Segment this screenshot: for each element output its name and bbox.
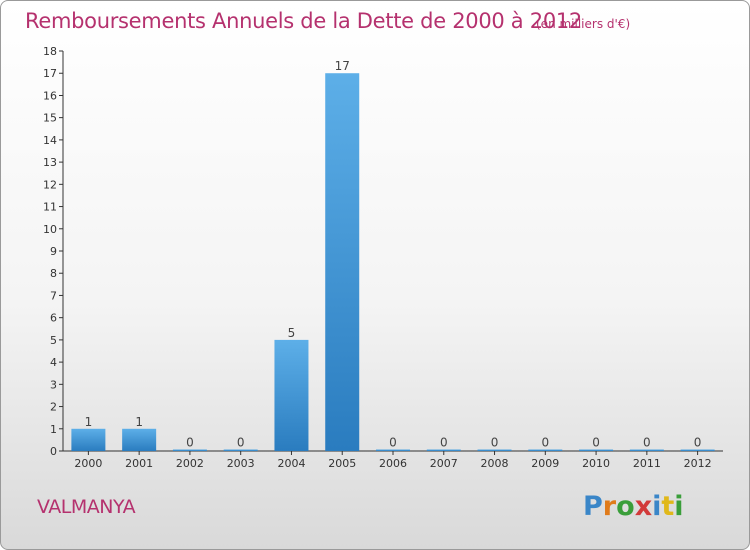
y-tick-label: 11: [43, 201, 57, 214]
bar: [680, 449, 715, 451]
y-tick-label: 0: [50, 445, 57, 458]
bar: [223, 449, 258, 451]
y-tick-label: 15: [43, 112, 57, 125]
bar-value-label: 0: [643, 436, 651, 450]
bar: [629, 449, 664, 451]
bar-value-label: 1: [135, 415, 143, 429]
chart-title: Remboursements Annuels de la Dette de 20…: [25, 9, 582, 33]
bar: [426, 449, 461, 451]
bar-value-label: 0: [491, 436, 499, 450]
y-tick-label: 10: [43, 223, 57, 236]
x-tick-label: 2010: [582, 457, 610, 470]
bar-value-label: 0: [389, 436, 397, 450]
bar: [71, 428, 106, 451]
y-tick-label: 17: [43, 67, 57, 80]
logo-letter: i: [674, 491, 684, 522]
x-tick-label: 2006: [379, 457, 407, 470]
logo-letter: o: [616, 491, 635, 522]
bars: [71, 73, 715, 451]
logo-letter: x: [634, 491, 653, 522]
labels: 2000 1 2001 1 2002 0 2003 0 2004 5 2005 17 2006 0 2007…: [74, 59, 711, 470]
x-tick-label: 2005: [328, 457, 356, 470]
x-tick-label: 2011: [633, 457, 661, 470]
y-tick-label: 7: [50, 289, 57, 302]
bar: [122, 428, 157, 451]
x-tick-label: 2007: [430, 457, 458, 470]
y-tick-label: 3: [50, 378, 57, 391]
bar-value-label: 0: [694, 436, 702, 450]
y-tick-label: 14: [43, 134, 57, 147]
x-tick-label: 2000: [74, 457, 102, 470]
x-tick-label: 2012: [684, 457, 712, 470]
bar: [579, 449, 614, 451]
logo-letter: P: [583, 491, 603, 522]
bar: [477, 449, 512, 451]
bar-value-label: 17: [335, 59, 350, 73]
y-tick-label: 9: [50, 245, 57, 258]
bar-value-label: 0: [592, 436, 600, 450]
logo-letter: i: [652, 491, 662, 522]
x-tick-label: 2001: [125, 457, 153, 470]
x-tick-label: 2002: [176, 457, 204, 470]
bar-value-label: 0: [440, 436, 448, 450]
y-tick-label: 12: [43, 178, 57, 191]
bar: [528, 449, 563, 451]
y-tick-label: 1: [50, 423, 57, 436]
proxiti-logo: Proxiti: [583, 491, 684, 522]
x-tick-label: 2003: [227, 457, 255, 470]
logo-letter: r: [602, 491, 617, 522]
y-tick-label: 5: [50, 334, 57, 347]
x-tick-label: 2004: [277, 457, 305, 470]
bar-value-label: 5: [288, 326, 296, 340]
bar: [274, 339, 309, 451]
bar: [172, 449, 207, 451]
y-tick-label: 6: [50, 312, 57, 325]
bar: [376, 449, 410, 451]
y-tick-label: 16: [43, 89, 57, 102]
y-tick-label: 8: [50, 267, 57, 280]
y-tick-label: 13: [43, 156, 57, 169]
bar-value-label: 0: [541, 436, 549, 450]
y-tick-label: 2: [50, 401, 57, 414]
logo-letter: t: [661, 491, 675, 522]
x-tick-label: 2008: [481, 457, 509, 470]
x-tick-label: 2009: [531, 457, 559, 470]
bar-value-label: 1: [85, 415, 93, 429]
chart-unit: (en milliers d'€): [536, 17, 631, 31]
bar-value-label: 0: [237, 436, 245, 450]
y-tick-label: 4: [50, 356, 57, 369]
bar: [325, 73, 360, 451]
bar-value-label: 0: [186, 436, 194, 450]
commune-name: VALMANYA: [37, 496, 136, 518]
y-tick-label: 18: [43, 45, 57, 58]
